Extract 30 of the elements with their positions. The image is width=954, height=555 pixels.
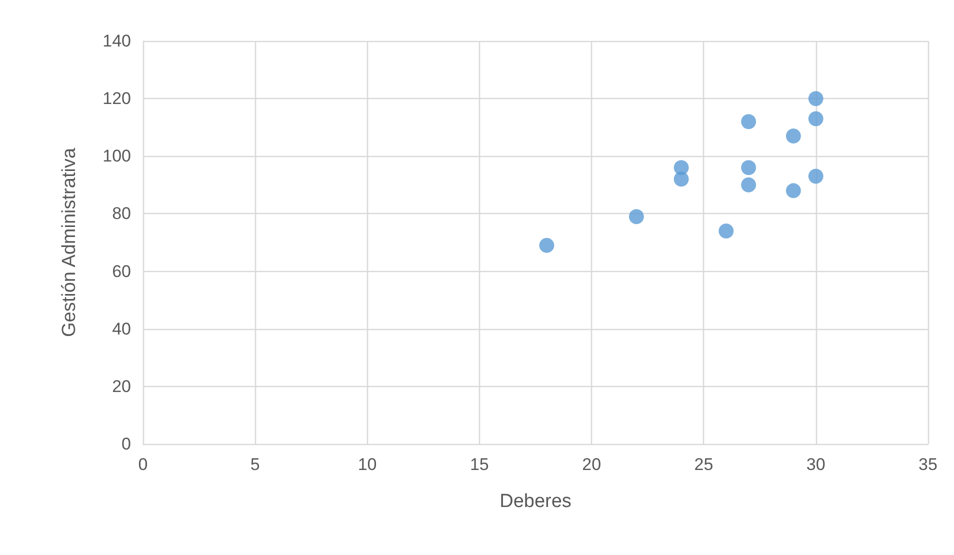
y-tick-label: 0 <box>122 434 131 454</box>
point <box>786 128 801 144</box>
point <box>808 91 824 106</box>
y-tick-label: 120 <box>102 89 131 108</box>
point <box>718 223 734 238</box>
point <box>741 177 756 192</box>
x-tick-label: 30 <box>806 455 826 474</box>
point <box>741 160 756 176</box>
y-tick-label: 60 <box>112 262 131 281</box>
x-tick-label: 20 <box>582 455 602 474</box>
x-tick-label: 25 <box>694 455 714 474</box>
x-tick-label: 10 <box>358 455 377 474</box>
point <box>808 168 824 184</box>
point <box>539 238 554 253</box>
y-tick-label: 140 <box>102 32 131 50</box>
x-tick-label: 5 <box>250 455 260 474</box>
x-axis-title: Deberes <box>500 491 572 512</box>
y-tick-label: 40 <box>112 319 131 338</box>
point <box>786 183 801 198</box>
point <box>628 209 644 224</box>
y-tick-label: 20 <box>112 376 131 396</box>
point <box>808 111 824 126</box>
point <box>741 114 756 130</box>
point <box>674 172 689 187</box>
x-tick-label: 35 <box>918 455 938 474</box>
y-tick-label: 80 <box>112 204 131 224</box>
y-axis-title: Gestión Administrativa <box>59 148 80 338</box>
y-tick-label: 100 <box>102 146 131 166</box>
x-tick-label: 0 <box>138 455 148 474</box>
x-tick-label: 15 <box>470 455 489 474</box>
